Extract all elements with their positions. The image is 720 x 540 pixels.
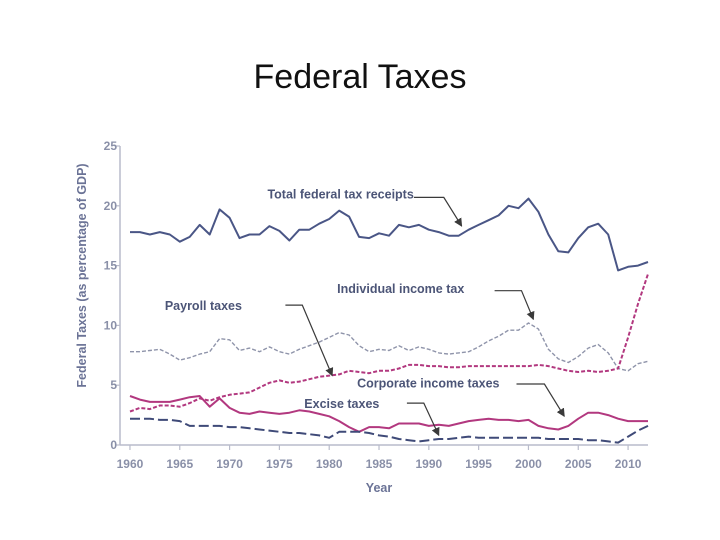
annotation-arrow-corporate	[516, 383, 565, 418]
annotation-label-payroll: Payroll taxes	[165, 299, 242, 313]
y-tick-label: 15	[104, 259, 118, 273]
annotation-label-individual: Individual income tax	[337, 282, 464, 296]
series-line-excise	[130, 417, 649, 444]
x-tick-label: 2000	[515, 457, 542, 471]
series-line-corporate	[129, 395, 648, 433]
x-tick-label: 1980	[316, 457, 343, 471]
y-tick-label: 25	[104, 139, 118, 153]
y-axis-title: Federal Taxes (as percentage of GDP)	[75, 163, 89, 387]
x-tick-label: 2010	[615, 457, 642, 471]
x-tick-label: 1960	[117, 457, 144, 471]
x-tick-label: 1965	[166, 457, 193, 471]
series-lines	[129, 197, 649, 444]
annotation-arrow-payroll	[285, 304, 334, 377]
slide-title: Federal Taxes	[253, 58, 467, 96]
annotation-label-total: Total federal tax receipts	[267, 188, 413, 202]
x-tick-label: 1975	[266, 457, 293, 471]
x-tick-label: 2005	[565, 457, 592, 471]
x-tick-label: 1985	[366, 457, 393, 471]
y-tick-label: 0	[110, 438, 117, 452]
x-tick-label: 1970	[216, 457, 243, 471]
series-line-total	[130, 197, 649, 272]
annotation-label-excise: Excise taxes	[304, 397, 379, 411]
series-line-individual	[130, 322, 649, 372]
x-tick-label: 1990	[415, 457, 442, 471]
annotations: Total federal tax receipts Individual inc…	[165, 188, 565, 437]
axes: 0 5 10 15 20 25 1960 1965 1970 1975 1980 1985 1990 19…	[75, 139, 648, 495]
series-line-payroll	[129, 273, 649, 413]
y-tick-label: 20	[104, 199, 118, 213]
y-tick-label: 5	[110, 378, 117, 392]
annotation-label-corporate: Corporate income taxes	[357, 377, 499, 391]
annotation-arrow-individual	[494, 290, 535, 321]
annotation-arrow-total	[413, 196, 463, 227]
x-tick-label: 1995	[465, 457, 492, 471]
annotation-arrow-excise	[406, 402, 440, 437]
y-tick-label: 10	[104, 318, 118, 332]
x-axis-title: Year	[366, 481, 393, 495]
